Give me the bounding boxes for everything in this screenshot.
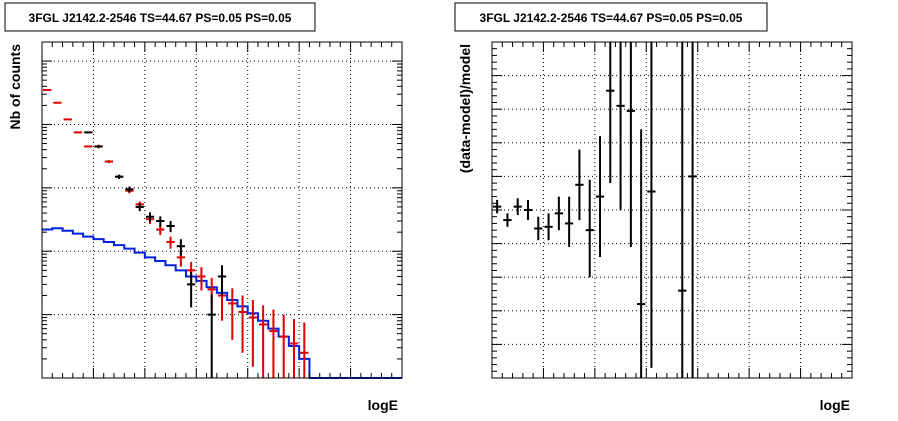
data-point	[217, 265, 227, 296]
data-point	[176, 239, 185, 256]
residual-point	[616, 42, 625, 210]
model-point	[259, 305, 268, 378]
data-point	[125, 186, 134, 193]
model-point	[228, 288, 237, 340]
model-point	[104, 160, 113, 164]
model-point	[166, 236, 175, 249]
residual-point	[595, 136, 605, 258]
counts-x-ticks	[41, 42, 403, 378]
counts-frame	[41, 41, 403, 379]
model-point	[269, 309, 278, 378]
data-point	[156, 216, 165, 227]
model-point	[279, 314, 288, 378]
residual-x-ticks	[491, 42, 853, 378]
counts-panel: 3FGL J2142.2-2546 TS=44.67 PS=0.05 PS=0.…	[4, 2, 403, 413]
residual-point	[544, 213, 553, 241]
residual-title-box	[454, 2, 768, 32]
residual-points-series	[493, 42, 697, 378]
residual-point	[606, 42, 615, 184]
data-point	[166, 220, 175, 233]
data-point	[207, 294, 216, 378]
residual-y-label: (data-model)/model	[457, 44, 473, 173]
data-point	[145, 212, 155, 222]
model-point	[197, 267, 206, 291]
residual-point	[493, 199, 502, 214]
data-point	[187, 272, 196, 308]
model-points-series	[43, 88, 309, 378]
model-histogram	[42, 227, 402, 379]
residual-point	[565, 196, 574, 247]
residual-point	[637, 129, 646, 378]
residual-title: 3FGL J2142.2-2546 TS=44.67 PS=0.05 PS=0.…	[480, 11, 743, 25]
counts-y-ticks	[42, 41, 402, 379]
residual-grid	[492, 42, 852, 378]
residual-point	[678, 42, 687, 378]
residual-point	[575, 149, 584, 221]
model-point	[156, 224, 165, 236]
model-point	[238, 295, 247, 353]
data-points-series	[84, 131, 227, 378]
residual-point	[554, 196, 563, 231]
counts-title: 3FGL J2142.2-2546 TS=44.67 PS=0.05 PS=0.…	[29, 11, 292, 25]
model-point	[289, 319, 299, 378]
data-point	[115, 174, 124, 179]
residual-point	[688, 42, 697, 378]
residual-point	[585, 179, 594, 278]
data-point	[135, 203, 144, 212]
model-point	[300, 322, 309, 378]
data-point	[84, 131, 93, 134]
data-point	[94, 145, 103, 148]
residual-point	[523, 199, 533, 221]
residual-point	[626, 42, 635, 247]
counts-x-label: logE	[368, 397, 398, 413]
residual-y-ticks	[492, 41, 852, 379]
counts-title-box	[4, 2, 316, 32]
residual-point	[503, 213, 512, 227]
counts-y-label: Nb of counts	[7, 44, 23, 130]
residual-point	[647, 42, 656, 368]
residual-point	[513, 198, 522, 216]
residual-point	[534, 216, 543, 241]
residual-x-label: logE	[820, 397, 850, 413]
model-step-line	[42, 227, 402, 379]
residual-panel: 3FGL J2142.2-2546 TS=44.67 PS=0.05 PS=0.…	[454, 2, 853, 413]
model-point	[248, 300, 257, 367]
